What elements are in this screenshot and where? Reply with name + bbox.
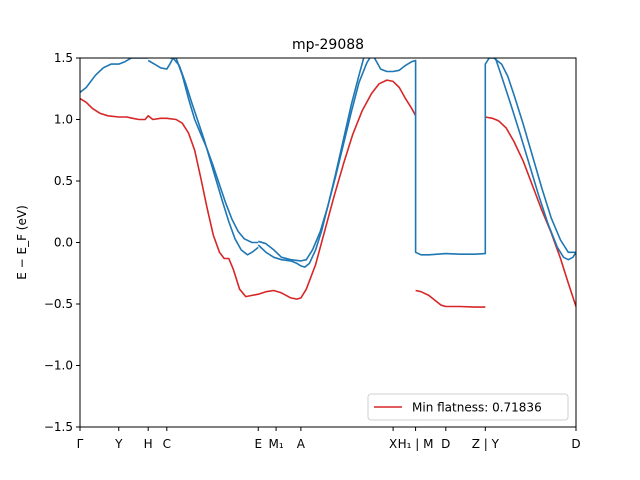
plot-frame [79,57,577,428]
band-line-2-segment-1 [257,58,365,268]
band-line-2-segment-2 [493,58,576,254]
x-tick-label: Y [114,437,123,451]
x-tick-label: H [144,437,153,451]
band-line-0-segment-2 [485,116,576,307]
x-tick-label: A [297,437,306,451]
x-tick-label: X [389,437,397,451]
x-tick-label: C [163,437,171,451]
chart-title: mp-29088 [292,37,364,53]
legend-label: Min flatness: 0.71836 [412,401,542,415]
y-tick-label: −1.5 [44,420,73,434]
band-line-0-segment-1 [415,289,486,308]
y-tick-label: 0.0 [54,236,73,250]
y-tick-label: 1.5 [54,51,73,65]
y-tick-label: −0.5 [44,297,73,311]
series-layer [80,58,576,308]
x-tick-label: E [254,437,262,451]
band-line-1-segment-5 [487,58,576,261]
band-line-1-segment-1 [147,58,174,70]
legend: Min flatness: 0.71836 [367,393,569,421]
y-tick-label: 0.5 [54,174,73,188]
band-line-2-segment-0 [169,58,259,244]
legend-box [367,393,569,421]
band-line-1-segment-2 [172,58,259,256]
band-line-0-segment-0 [80,79,417,300]
band-line-1-segment-0 [80,58,149,94]
band-line-1-segment-4 [373,58,490,256]
tick-layer: −1.5 −1.0 −0.5 0.0 0.5 1.0 1.5 Γ Y H C E M₁ A X H₁ | M D… [44,51,581,451]
x-tick-label: Z | Y [472,437,500,451]
x-tick-label: D [441,437,450,451]
y-tick-label: −1.0 [44,359,73,373]
band-line-1-segment-3 [258,58,371,262]
x-tick-label: Γ [77,437,84,451]
x-tick-label: M₁ [268,437,283,451]
y-tick-label: 1.0 [54,113,73,127]
y-axis-label: E − E_F (eV) [15,205,29,280]
x-tick-label: D [571,437,580,451]
x-tick-label: H₁ | M [398,437,434,451]
